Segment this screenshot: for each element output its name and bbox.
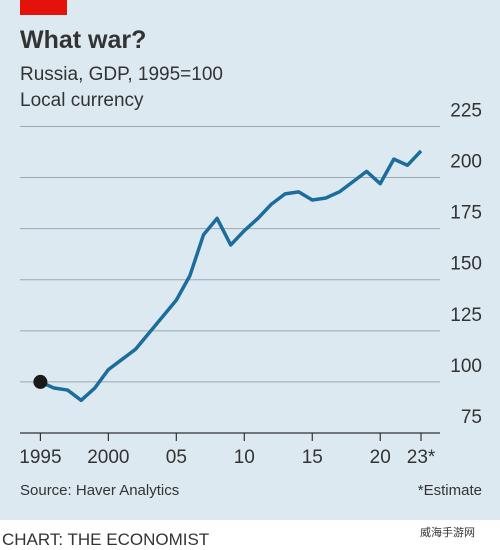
note: *Estimate xyxy=(418,482,482,499)
x-tick-label: 10 xyxy=(234,447,255,468)
y-tick-label: 225 xyxy=(450,100,482,121)
watermark: 威海手游网 xyxy=(420,525,475,539)
chart-title: What war? xyxy=(20,26,146,54)
source: Source: Haver Analytics xyxy=(20,482,179,499)
y-tick-label: 125 xyxy=(450,305,482,326)
red-tag xyxy=(20,0,67,15)
x-tick-label: 05 xyxy=(166,447,187,468)
chart-subtitle: Russia, GDP, 1995=100 xyxy=(20,64,223,85)
x-tick-label: 20 xyxy=(370,447,391,468)
start-marker xyxy=(33,374,48,389)
x-tick-label: 2000 xyxy=(87,447,129,468)
line xyxy=(39,149,423,403)
y-tick-label: 150 xyxy=(450,254,482,275)
y-tick-label: 75 xyxy=(461,407,482,428)
x-tick-label: 23* xyxy=(407,447,436,468)
y-tick-label: 200 xyxy=(450,152,482,173)
y-axis-label: Local currency xyxy=(20,90,144,111)
y-tick-label: 100 xyxy=(450,356,482,377)
y-tick-label: 175 xyxy=(450,203,482,224)
x-tick-label: 15 xyxy=(302,447,323,468)
credit: CHART: THE ECONOMIST xyxy=(2,530,209,549)
x-tick-label: 1995 xyxy=(19,447,61,468)
